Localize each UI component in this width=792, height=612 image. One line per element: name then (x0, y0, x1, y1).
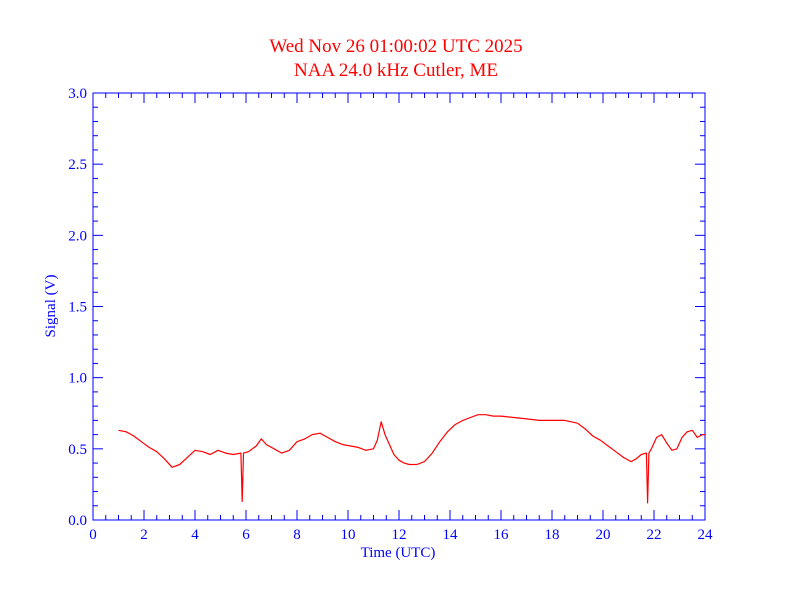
x-tick-label: 0 (89, 527, 97, 543)
x-tick-label: 20 (596, 527, 611, 543)
y-tick-label: 3.0 (68, 86, 87, 102)
y-tick-label: 0.5 (68, 442, 87, 458)
y-tick-label: 1.5 (68, 300, 87, 316)
x-tick-label: 4 (191, 527, 199, 543)
x-tick-label: 24 (698, 527, 714, 543)
x-tick-label: 6 (242, 527, 250, 543)
y-tick-label: 2.0 (68, 228, 87, 244)
x-tick-label: 10 (341, 527, 356, 543)
axes (92, 92, 706, 521)
x-tick-label: 8 (293, 527, 301, 543)
y-axis-label: Signal (V) (43, 275, 59, 338)
y-tick-label: 1.0 (68, 371, 87, 387)
plot-frame (92, 92, 706, 521)
x-tick-label: 18 (545, 527, 560, 543)
y-axis-ticks: 0.0 0.5 1.0 1.5 2.0 2.5 3.0 (68, 86, 705, 529)
x-axis-ticks: 0 2 4 6 8 10 12 14 16 18 20 22 24 (89, 93, 713, 543)
chart-subtitle: NAA 24.0 kHz Cutler, ME (294, 60, 498, 81)
y-tick-label: 0.0 (68, 513, 87, 529)
x-tick-label: 2 (140, 527, 148, 543)
series-layer (118, 414, 705, 504)
y-tick-label: 2.5 (68, 157, 87, 173)
series-line (118, 414, 705, 504)
x-tick-label: 22 (647, 527, 662, 543)
x-tick-label: 14 (443, 527, 459, 543)
x-axis-label: Time (UTC) (361, 545, 436, 561)
x-tick-label: 12 (392, 527, 407, 543)
chart-title: Wed Nov 26 01:00:02 UTC 2025 (269, 36, 523, 57)
x-tick-label: 16 (494, 527, 510, 543)
